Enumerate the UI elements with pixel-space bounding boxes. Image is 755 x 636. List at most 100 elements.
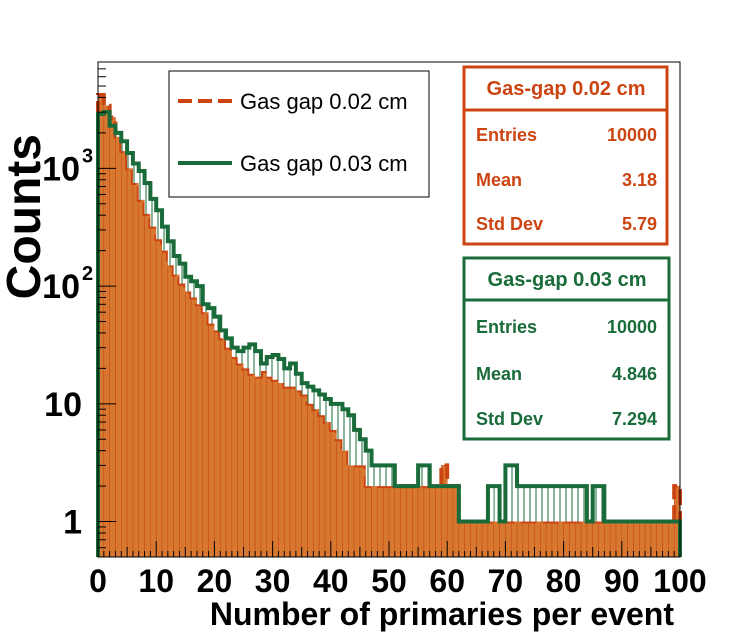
bar-003-bin-22 [226,338,232,348]
stats-box-002: Gas-gap 0.02 cm Entries 10000 Mean 3.18 … [462,65,669,246]
bar-002-bin-35 [301,394,308,558]
stats-entries-label-002: Entries [476,125,537,145]
y-tick-exponent-1000: 3 [82,145,93,167]
bar-002-bin-8 [144,213,151,558]
bar-002-bin-49 [382,485,390,558]
bar-003-bin-6 [132,163,139,184]
bar-003-bin-77 [546,486,552,522]
bar-002-bin-93 [639,521,646,558]
bar-002-bin-43 [348,465,355,558]
bar-003-bin-16 [191,281,197,298]
bar-002-bin-12 [167,265,174,558]
bar-002-bin-3 [115,136,122,558]
x-axis-title: Number of primaries per event [210,596,674,632]
bar-003-bin-85 [592,486,599,522]
bar-002-bin-7 [138,199,145,558]
bar-003-bin-26 [249,344,256,374]
bar-002-bin-58 [435,485,442,558]
bar-002-bin-95 [650,521,657,558]
y-tick-label-1000: 10 [42,150,80,188]
bar-002-bin-81 [569,521,576,558]
stats-std-value-003: 7.294 [612,409,657,429]
bar-003-bin-23 [231,347,238,357]
bar-003-bin-8 [144,183,151,214]
bar-003-bin-47 [371,465,378,487]
bar-003-bin-29 [266,356,273,377]
bar-003-bin-4 [121,141,128,152]
bar-002-bin-67 [487,521,495,558]
bar-002-bin-57 [429,485,436,558]
stats-std-label-002: Std Dev [476,214,543,234]
bar-002-bin-17 [196,304,204,558]
series-gas-gap-003 [96,110,682,557]
bar-003-bin-86 [598,486,605,522]
bar-002-bin-79 [557,521,564,558]
bar-002-bin-75 [534,521,541,558]
bar-003-bin-7 [138,170,145,200]
stats-mean-value-002: 3.18 [622,170,657,190]
bar-002-bin-55 [417,485,425,558]
bar-003-bin-9 [150,198,157,227]
bar-003-bin-76 [540,486,547,522]
bar-002-bin-29 [266,376,273,558]
bar-003-bin-46 [365,450,372,487]
bar-002-bin-41 [336,439,343,558]
bar-002-bin-28 [260,370,268,558]
bar-002-bin-68 [493,521,500,558]
stats-entries-value-002: 10000 [607,125,657,145]
bar-002-bin-48 [377,485,384,558]
bar-002-bin-46 [365,485,372,558]
bar-003-bin-45 [359,439,366,466]
y-tick-exponent-100: 2 [82,263,93,285]
bar-002-bin-97 [662,521,669,558]
stats-mean-value-003: 4.846 [612,364,657,384]
bar-003-bin-28 [260,363,267,371]
bar-002-bin-26 [249,373,256,558]
stats-title-002: Gas-gap 0.02 cm [487,78,646,100]
bar-003-bin-24 [237,351,244,364]
bar-002-bin-50 [388,485,396,558]
x-tick-label-0: 0 [89,563,107,599]
bar-002-bin-84 [586,521,593,558]
bar-002-bin-34 [295,390,302,558]
x-tick-label-80: 80 [546,563,582,599]
x-tick-label-60: 60 [429,563,465,599]
bar-002-bin-31 [278,382,285,558]
bar-002-bin-40 [330,429,337,558]
stats-title-003: Gas-gap 0.03 cm [488,269,647,291]
bar-003-bin-32 [284,368,291,387]
bar-002-bin-30 [272,379,279,558]
bar-002-bin-25 [243,368,250,558]
bar-002-bin-14 [179,283,186,558]
x-tick-label-10: 10 [138,563,174,599]
bar-003-bin-39 [324,398,331,423]
bar-002-bin-87 [604,521,611,558]
bar-002-bin-88 [609,521,617,558]
legend-label-003: Gas gap 0.03 cm [240,151,408,176]
bar-002-bin-83 [580,521,588,558]
x-tick-label-50: 50 [371,563,407,599]
bar-002-bin-47 [371,485,378,558]
bar-003-bin-18 [202,304,209,313]
bar-003-bin-13 [173,256,180,275]
y-axis-title: Counts [0,134,51,299]
bar-003-bin-38 [319,394,325,416]
bar-002-bin-56 [423,485,430,558]
bar-002-bin-6 [132,182,139,558]
bar-003-bin-74 [528,486,535,522]
bar-002-bin-38 [318,414,326,558]
bar-003-bin-78 [551,486,558,522]
bar-002-bin-18 [202,311,209,558]
bar-002-bin-4 [121,150,128,558]
bar-002-bin-66 [481,521,489,558]
bar-002-bin-9 [150,226,157,558]
bar-003-bin-48 [377,465,384,487]
bar-002-bin-96 [656,521,663,558]
bar-002-bin-19 [208,323,215,558]
bar-002-bin-85 [592,521,599,558]
y-tick-label-1: 1 [63,504,82,542]
bar-002-bin-78 [551,521,559,558]
bar-002-bin-13 [173,274,180,558]
bar-002-bin-64 [470,521,477,558]
stats-box-003: Gas-gap 0.03 cm Entries 10000 Mean 4.846… [462,256,671,441]
